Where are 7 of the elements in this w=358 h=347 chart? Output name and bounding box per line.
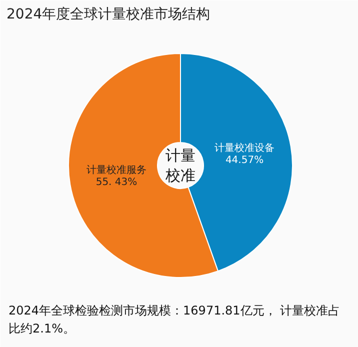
chart-title: 2024年度全球计量校准市场结构	[6, 6, 210, 22]
data-label: 55. 43%	[96, 177, 138, 188]
data-label: 44.57%	[225, 155, 264, 166]
slice-label: 计量校准设备	[214, 142, 275, 154]
text: 2024年全球检验检测市场规模：16971.81亿元， 计量校准占比约2.1%。	[8, 304, 340, 336]
slice-label: 计量校准服务	[86, 164, 146, 176]
text: 计量校准	[164, 146, 196, 184]
